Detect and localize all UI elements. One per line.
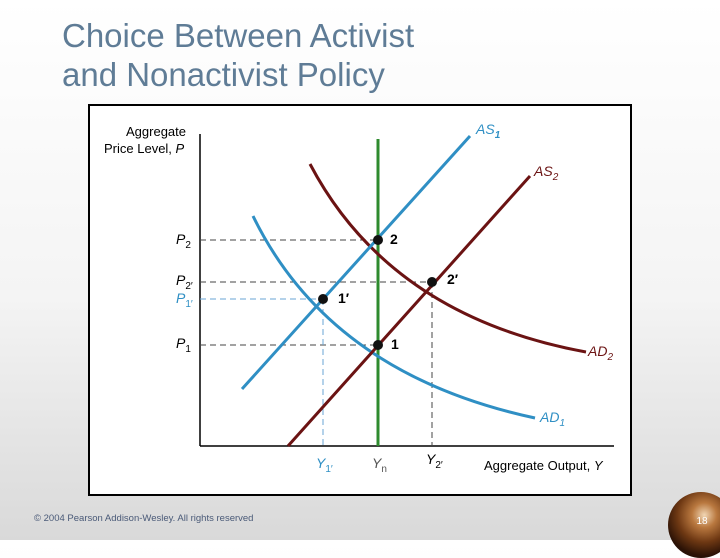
- point-1prime-label: 1′: [338, 290, 350, 306]
- point-2prime-label: 2′: [447, 271, 459, 287]
- tick-y1prime: Y1′: [316, 455, 333, 475]
- y-axis-label-line-1: Aggregate: [126, 124, 186, 139]
- point-1-label: 1: [391, 336, 399, 352]
- point-2prime-marker: [427, 277, 437, 287]
- page-number: 18: [696, 516, 708, 527]
- copyright-notice: © 2004 Pearson Addison-Wesley. All right…: [34, 513, 254, 524]
- as1-label: AS1: [475, 121, 501, 141]
- tick-p2: P2: [176, 231, 191, 251]
- point-2-marker: [373, 235, 383, 245]
- tick-p1: P1: [176, 335, 191, 355]
- slide-title-line-1: Choice Between Activist: [62, 17, 415, 54]
- point-1-marker: [373, 340, 383, 350]
- tick-p2prime: P2′: [176, 272, 193, 292]
- point-1prime-marker: [318, 294, 328, 304]
- ad2-curve: [308, 163, 587, 354]
- ad1-label: AD1: [539, 409, 565, 429]
- ad1-curve: [251, 215, 536, 420]
- tick-yn: Yn: [372, 455, 387, 475]
- point-2-label: 2: [390, 231, 398, 247]
- as1-curve: [240, 134, 472, 391]
- ad2-label: AD2: [587, 343, 613, 363]
- tick-p1prime: P1′: [176, 290, 193, 310]
- aggregate-supply-demand-diagram: 2 2′ 1′ 1 Aggregate Price Level, P P2 P2…: [104, 121, 614, 475]
- as2-curve: [286, 174, 532, 448]
- tick-y2prime: Y2′: [426, 451, 443, 471]
- slide-title-line-2: and Nonactivist Policy: [62, 56, 385, 93]
- slide-title: Choice Between Activist and Nonactivist …: [62, 16, 522, 94]
- diagram-frame: 2 2′ 1′ 1 Aggregate Price Level, P P2 P2…: [88, 104, 632, 496]
- as2-label: AS2: [533, 163, 559, 183]
- y-axis-label-line-2: Price Level, P: [104, 141, 185, 156]
- x-axis-label: Aggregate Output, Y: [484, 458, 604, 473]
